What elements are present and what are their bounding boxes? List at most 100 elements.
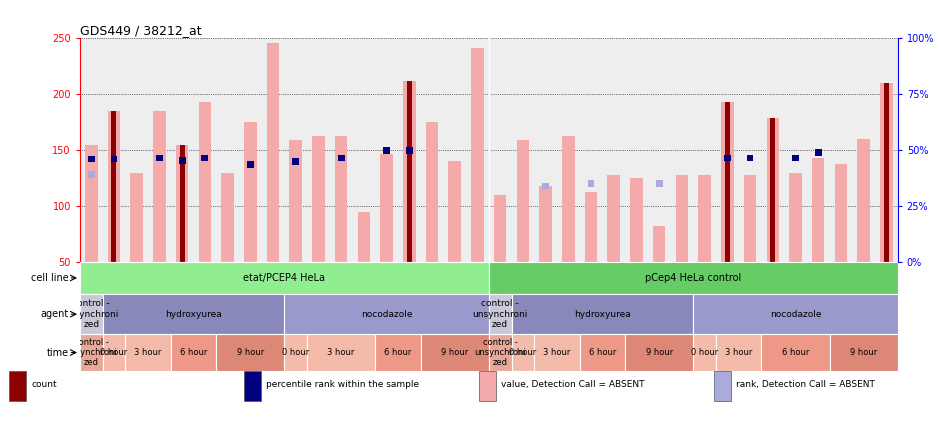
Bar: [406, 147, 413, 153]
Bar: [857, 139, 870, 262]
Bar: [102, 334, 125, 371]
Bar: [357, 212, 370, 262]
Text: cell line: cell line: [31, 273, 69, 283]
Text: nocodazole: nocodazole: [770, 310, 822, 319]
Bar: [111, 156, 118, 162]
Text: control -
unsynchroni
zed: control - unsynchroni zed: [473, 299, 528, 329]
Text: 9 hour: 9 hour: [441, 348, 468, 357]
Text: hydroxyurea: hydroxyurea: [574, 310, 631, 319]
Bar: [471, 49, 484, 262]
Text: 0 hour: 0 hour: [691, 348, 718, 357]
Text: 9 hour: 9 hour: [237, 348, 264, 357]
Text: hydroxyurea: hydroxyurea: [165, 310, 222, 319]
Bar: [244, 371, 261, 401]
Text: 3 hour: 3 hour: [327, 348, 354, 357]
Bar: [588, 180, 594, 187]
Bar: [290, 140, 302, 262]
Bar: [714, 371, 731, 401]
Bar: [790, 173, 802, 262]
Bar: [292, 158, 299, 165]
Bar: [108, 111, 120, 262]
Bar: [829, 334, 898, 371]
Text: GDS449 / 38212_at: GDS449 / 38212_at: [80, 24, 201, 37]
Bar: [542, 183, 549, 189]
Bar: [656, 180, 663, 187]
Bar: [384, 147, 390, 153]
Bar: [607, 175, 620, 262]
Text: value, Detection Call = ABSENT: value, Detection Call = ABSENT: [501, 380, 645, 389]
Bar: [580, 334, 625, 371]
Bar: [479, 371, 496, 401]
Bar: [180, 144, 184, 262]
Bar: [156, 155, 163, 161]
Bar: [562, 135, 574, 262]
Bar: [693, 334, 716, 371]
Bar: [201, 155, 209, 161]
Bar: [534, 334, 580, 371]
Bar: [489, 262, 898, 294]
Bar: [125, 334, 171, 371]
Bar: [381, 153, 393, 262]
Bar: [716, 334, 761, 371]
Bar: [198, 102, 212, 262]
Bar: [267, 43, 279, 262]
Bar: [285, 294, 489, 334]
Bar: [221, 173, 234, 262]
Bar: [87, 156, 95, 162]
Bar: [131, 173, 143, 262]
Bar: [102, 294, 285, 334]
Bar: [744, 175, 757, 262]
Text: 6 hour: 6 hour: [180, 348, 207, 357]
Bar: [80, 334, 102, 371]
Text: 6 hour: 6 hour: [384, 348, 412, 357]
Bar: [630, 178, 643, 262]
Bar: [812, 158, 824, 262]
Text: control -
unsynchroni
zed: control - unsynchroni zed: [64, 299, 119, 329]
Bar: [766, 118, 779, 262]
Bar: [585, 192, 597, 262]
Bar: [312, 135, 324, 262]
Bar: [880, 83, 893, 262]
Bar: [511, 334, 534, 371]
Bar: [698, 175, 711, 262]
Bar: [85, 144, 98, 262]
Bar: [244, 122, 257, 262]
Text: time: time: [46, 348, 69, 357]
Text: pCep4 HeLa control: pCep4 HeLa control: [645, 273, 742, 283]
Text: 3 hour: 3 hour: [543, 348, 571, 357]
Text: nocodazole: nocodazole: [361, 310, 413, 319]
Bar: [792, 155, 799, 161]
Bar: [407, 81, 412, 262]
Text: 0 hour: 0 hour: [101, 348, 128, 357]
Bar: [835, 164, 847, 262]
Bar: [746, 155, 754, 161]
Bar: [80, 262, 489, 294]
Bar: [676, 175, 688, 262]
Text: control -
unsynchroni
zed: control - unsynchroni zed: [475, 338, 526, 367]
Bar: [247, 161, 254, 168]
Bar: [307, 334, 375, 371]
Bar: [489, 294, 511, 334]
Bar: [179, 157, 185, 164]
Bar: [724, 155, 730, 161]
Bar: [421, 334, 489, 371]
Bar: [489, 334, 511, 371]
Bar: [517, 140, 529, 262]
Text: 0 hour: 0 hour: [509, 348, 537, 357]
Bar: [761, 334, 829, 371]
Bar: [426, 122, 438, 262]
Text: control -
unsynchroni
zed: control - unsynchroni zed: [66, 338, 118, 367]
Text: rank, Detection Call = ABSENT: rank, Detection Call = ABSENT: [736, 380, 875, 389]
Text: percentile rank within the sample: percentile rank within the sample: [266, 380, 419, 389]
Text: agent: agent: [40, 309, 69, 319]
Bar: [171, 334, 216, 371]
Bar: [540, 186, 552, 262]
Bar: [375, 334, 421, 371]
Text: count: count: [31, 380, 56, 389]
Bar: [403, 81, 415, 262]
Text: 0 hour: 0 hour: [282, 348, 309, 357]
Text: 9 hour: 9 hour: [646, 348, 673, 357]
Bar: [112, 111, 117, 262]
Bar: [80, 294, 102, 334]
Bar: [9, 371, 26, 401]
